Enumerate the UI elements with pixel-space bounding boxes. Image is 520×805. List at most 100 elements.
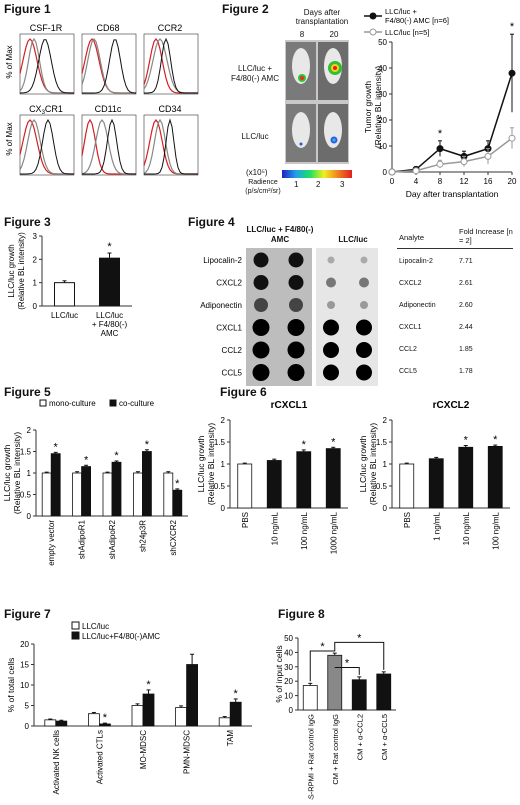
panel-label-cd11c: CD11c	[95, 104, 122, 114]
x-tick-label: 0	[390, 177, 395, 186]
y-tick-label: 0	[25, 722, 30, 731]
figure1-ylabel-bottom: % of Max	[5, 122, 14, 155]
y-axis-label: LLC/luc growth	[7, 244, 16, 297]
category-label: AMC	[101, 329, 119, 338]
bar	[54, 282, 75, 307]
category-label: LLC/luc	[96, 311, 123, 320]
blot-dot-amc	[252, 364, 270, 381]
legend-label-2: F4/80(-) AMC [n=6]	[385, 16, 449, 25]
table-cell-fold: 1.85	[459, 346, 473, 353]
analyte-label: CCL2	[222, 346, 243, 355]
legend-swatch	[71, 631, 80, 640]
y-axis-label: LLC/luc growth	[2, 444, 12, 501]
fig2-growth-chart: 0 10 20 30 40 50 0 4 8 12 16 20 Day after transplant…	[362, 4, 518, 204]
significance-star: *	[175, 478, 180, 490]
bar	[99, 723, 111, 727]
significance-star: *	[146, 679, 151, 691]
significance-star: *	[345, 658, 350, 670]
chart-subtitle: rCXCL1	[271, 400, 308, 411]
series-line-0	[391, 72, 513, 173]
category-label: 2% FBS-RPMI + Rat control IgG	[306, 714, 315, 800]
bar	[296, 451, 312, 509]
scale-multiplier: (x10⁵)	[246, 168, 268, 177]
blot-dot-amc	[253, 252, 269, 268]
histogram-curve-g	[81, 37, 136, 94]
y-axis-label: Tumor growth	[363, 81, 373, 133]
legend-label: mono-culture	[49, 399, 96, 408]
table-cell-fold: 2.44	[459, 324, 473, 331]
table-header-analyte: Analyte	[399, 233, 425, 242]
bar	[50, 453, 61, 517]
panel-label-ccr2: CCR2	[158, 23, 183, 33]
y-tick-label: 1	[27, 469, 32, 478]
data-point	[460, 158, 468, 166]
table-cell-fold: 1.78	[459, 368, 473, 375]
y-tick-label: 1	[33, 279, 38, 288]
significance-star: *	[331, 436, 336, 448]
fig4-table: Analyte Fold Increase [n = 2] Lipocalin-…	[395, 225, 517, 385]
significance-star: *	[103, 712, 108, 724]
category-label: shAdipoR1	[78, 519, 87, 559]
bar	[186, 664, 199, 727]
significance-bracket	[334, 641, 385, 670]
figure3-title: Figure 3	[4, 215, 51, 229]
bar	[237, 463, 253, 509]
x-tick-label: 8	[438, 177, 443, 186]
histogram-curve-b	[82, 39, 137, 94]
y-tick-label: 20	[378, 116, 387, 125]
category-label: Activated CTLs	[95, 730, 104, 784]
significance-star: *	[107, 241, 112, 253]
table-header-fold: Fold Increase [n = 2]	[459, 227, 513, 245]
figure7-title: Figure 7	[4, 607, 51, 621]
category-label: CM + Rat control IgG	[331, 714, 340, 785]
significance-bracket	[334, 667, 360, 675]
bar	[351, 679, 367, 711]
data-point	[412, 167, 420, 175]
fig5-chart: 0 0.5 1 1.5 2 LLC/luc growth (Relative BL inte…	[2, 396, 192, 586]
analyte-label: Adiponectin	[200, 301, 242, 310]
fig5-svg: 0 0.5 1 1.5 2 LLC/luc growth (Relative BL inte…	[2, 399, 188, 566]
bar	[142, 693, 155, 727]
series-line-1	[391, 137, 513, 173]
histogram-curve-b	[82, 118, 136, 175]
radiance-label: Radience (p/s/cm²/sr)	[245, 179, 281, 195]
y-tick-label: 20	[284, 677, 293, 686]
y-tick-label: 0.5	[20, 491, 32, 500]
category-label: TAM	[226, 730, 235, 747]
table-cell-fold: 2.60	[459, 302, 473, 309]
blot-dot-llc	[360, 256, 368, 264]
day-8-label: 8	[299, 30, 305, 39]
blot-dot-amc	[287, 341, 305, 359]
legend-marker	[369, 28, 377, 36]
blot-dot-llc	[323, 319, 339, 336]
bar	[132, 472, 143, 517]
data-point	[484, 152, 492, 160]
y-axis-label-2: (Relative BL intensity)	[17, 232, 26, 310]
blot-membrane-amc	[246, 248, 312, 386]
table-cell-analyte: CXCL1	[399, 324, 422, 331]
data-point	[508, 69, 516, 77]
x-tick-label: 16	[484, 177, 493, 186]
y-tick-label: 0	[289, 706, 294, 715]
fig2-growth-svg: 0 10 20 30 40 50 0 4 8 12 16 20 Day after transplant…	[363, 7, 517, 199]
table-divider	[397, 248, 513, 249]
y-tick-label: 0	[27, 512, 32, 521]
category-label: shCXCR2	[169, 519, 178, 555]
figure1-title: Figure 1	[4, 2, 51, 16]
histogram-curve-b	[19, 39, 74, 94]
bar	[41, 472, 52, 517]
panel-label-cd34: CD34	[158, 104, 181, 114]
y-tick-label: 10	[378, 142, 387, 151]
bar	[325, 448, 341, 509]
blot-dot-amc	[288, 252, 304, 268]
bar	[266, 460, 282, 509]
radiance-colorbar	[282, 170, 352, 178]
y-tick-label: 0	[221, 504, 226, 513]
legend-marker	[369, 12, 377, 20]
category-label: 100 ng/mL	[491, 511, 500, 549]
fig6a-svg: 0 0.5 1 1.5 2 LLC/luc growth (Relative BL inte…	[196, 400, 348, 554]
y-axis-label: % of input cells	[274, 645, 284, 702]
figure1-ylabel-top: % of Max	[5, 45, 14, 78]
panel-label-cx3cr1: CX3CR1	[29, 104, 63, 116]
significance-star: *	[438, 128, 443, 140]
